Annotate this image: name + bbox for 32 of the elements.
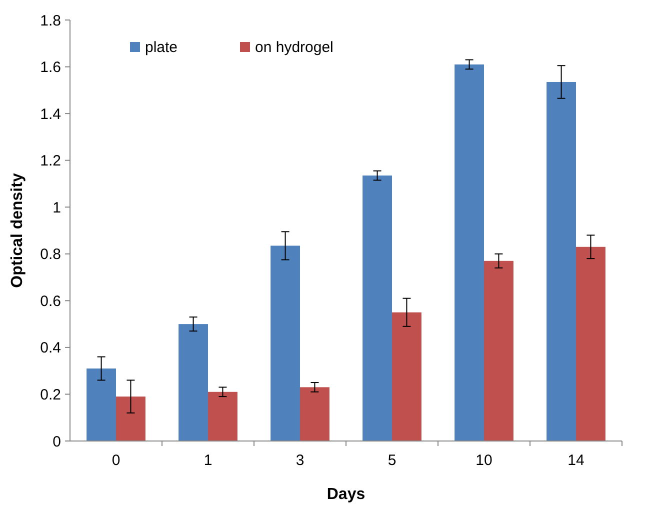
x-tick-label: 5 [388,452,396,469]
bar [576,246,606,441]
y-tick-label: 1.6 [40,59,61,76]
y-tick-label: 0.4 [40,340,61,357]
legend-label: plate [145,39,178,56]
y-tick-label: 0.2 [40,386,61,404]
x-tick-label: 0 [112,452,120,469]
legend-label: on hydrogel [255,39,334,56]
bar [484,260,514,441]
y-axis-title: Optical density [9,173,26,288]
y-tick-label: 1.2 [40,152,61,170]
bar [454,64,484,441]
y-tick-label: 1 [52,199,61,216]
x-tick-label: 10 [476,452,492,469]
bar [86,368,116,441]
bar [392,312,422,441]
bar [300,387,330,441]
y-tick-label: 0 [52,433,61,450]
x-tick-label: 3 [296,452,304,469]
y-tick-label: 0.6 [40,292,61,310]
y-tick-label: 0.8 [40,246,61,264]
x-tick-label: 14 [568,452,584,469]
bar [178,324,208,441]
y-tick-label: 1.8 [40,12,61,30]
bar [546,82,576,441]
x-axis-title: Days [326,486,366,503]
bar [270,246,300,441]
bar [362,176,392,441]
bar [208,392,238,441]
bar [116,396,146,441]
x-tick-label: 1 [204,452,212,469]
y-tick-label: 1.4 [40,106,61,123]
